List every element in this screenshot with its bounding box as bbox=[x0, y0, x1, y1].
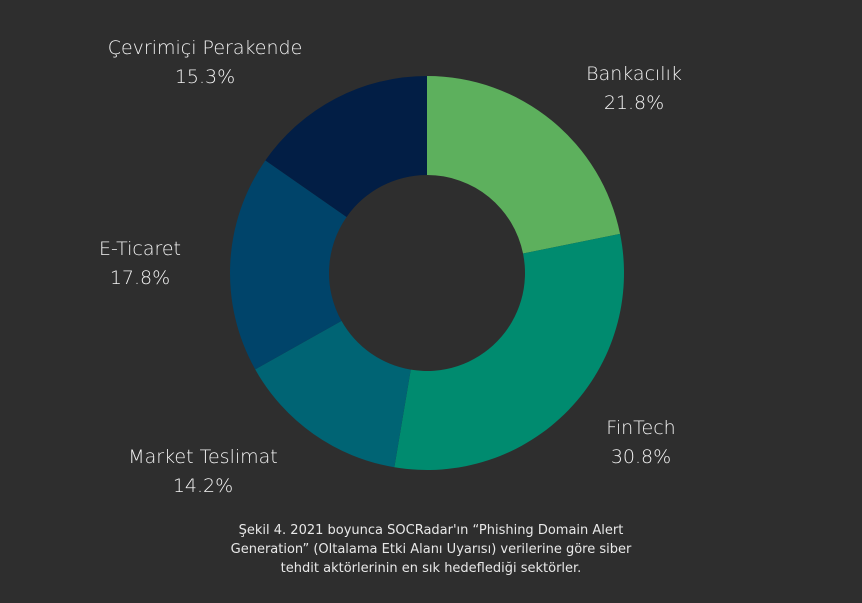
donut-slice-4 bbox=[230, 160, 347, 370]
caption-line-2: Generation” (Oltalama Etki Alanı Uyarısı… bbox=[230, 542, 632, 557]
slice-category-label: Çevrimiçi Perakende bbox=[108, 37, 303, 59]
slice-value-label: 30.8% bbox=[611, 446, 671, 468]
slice-value-label: 21.8% bbox=[604, 92, 664, 114]
donut-slice-2 bbox=[394, 233, 624, 470]
figure-caption: Şekil 4. 2021 boyunca SOCRadar'ın “Phish… bbox=[131, 521, 731, 578]
donut-slice-5 bbox=[265, 75, 427, 217]
caption-line-3: tehdit aktörlerinin en sık hedeflediği s… bbox=[280, 561, 582, 576]
slice-category-label: Bankacılık bbox=[586, 63, 682, 85]
slice-category-label: E-Ticaret bbox=[99, 238, 181, 260]
slice-value-label: 17.8% bbox=[110, 267, 170, 289]
slice-value-label: 15.3% bbox=[175, 66, 235, 88]
donut-slice-3 bbox=[255, 320, 411, 468]
donut-slice-1 bbox=[427, 76, 621, 254]
caption-line-1: Şekil 4. 2021 boyunca SOCRadar'ın “Phish… bbox=[238, 523, 624, 538]
slice-category-label: FinTech bbox=[606, 417, 675, 439]
slice-category-label: Market Teslimat bbox=[128, 446, 277, 468]
slice-value-label: 14.2% bbox=[173, 475, 233, 497]
donut-slices bbox=[230, 75, 624, 470]
slice-labels: Bankacılık 21.8% FinTech 30.8% Market Teslim… bbox=[99, 37, 682, 497]
